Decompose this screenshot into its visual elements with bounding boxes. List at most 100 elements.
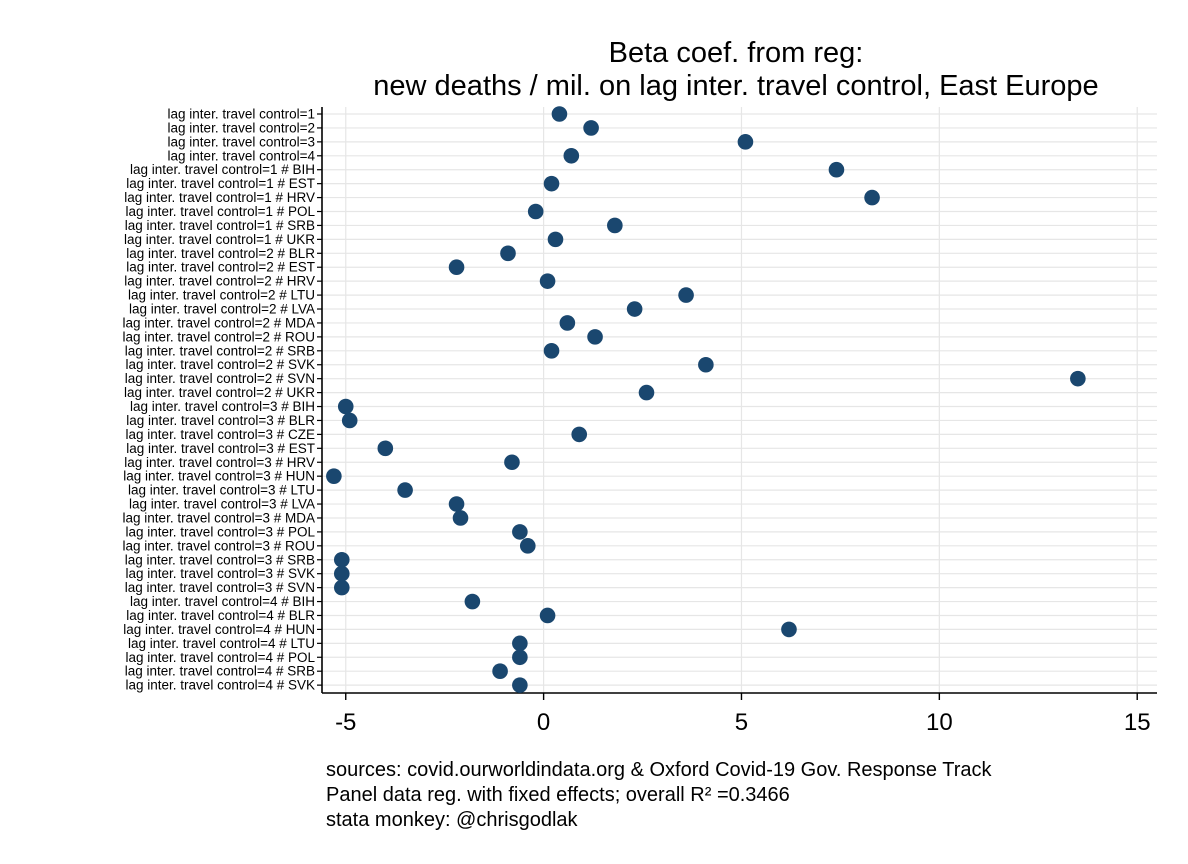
data-point <box>828 161 845 178</box>
data-point <box>492 663 508 679</box>
data-point <box>464 593 481 610</box>
y-tick-label: lag inter. travel control=3 # LVA <box>129 497 315 512</box>
y-tick-label: lag inter. travel control=4 # POL <box>126 650 316 665</box>
data-point <box>543 175 560 192</box>
y-tick-label: lag inter. travel control=3 # BLR <box>126 413 315 428</box>
x-tick-label: 15 <box>1124 709 1151 736</box>
gridlines <box>322 107 1157 693</box>
data-point <box>638 384 655 401</box>
y-tick-label: lag inter. travel control=3 # HUN <box>123 469 315 484</box>
data-point <box>448 496 465 512</box>
y-tick-label: lag inter. travel control=4 # BLR <box>126 608 315 623</box>
data-point <box>326 468 342 484</box>
y-tick-label: lag inter. travel control=2 # LTU <box>128 288 315 303</box>
data-point <box>547 231 564 248</box>
y-tick-label: lag inter. travel control=1 # HRV <box>124 190 315 205</box>
data-point <box>512 635 528 652</box>
y-tick-label: lag inter. travel control=3 # CZE <box>126 427 315 442</box>
y-tick-label: lag inter. travel control=3 # MDA <box>123 510 315 525</box>
y-tick-label: lag inter. travel control=2 # HRV <box>124 274 315 289</box>
data-point <box>512 649 528 666</box>
data-point <box>519 538 536 554</box>
y-tick-label: lag inter. travel control=2 # SVK <box>126 357 315 372</box>
data-point <box>527 203 544 220</box>
data-point <box>397 482 413 498</box>
y-tick-label: lag inter. travel control=3 # EST <box>126 441 315 456</box>
data-point <box>337 398 354 415</box>
y-tick-label: lag inter. travel control=3 <box>168 134 315 149</box>
data-point <box>377 440 394 457</box>
chart-title: Beta coef. from reg: <box>609 37 864 69</box>
note-sources: sources: covid.ourworldindata.org & Oxfo… <box>326 759 992 781</box>
data-point <box>607 217 623 234</box>
y-tick-label: lag inter. travel control=4 # HUN <box>123 622 315 637</box>
y-tick-label: lag inter. travel control=3 # LTU <box>128 483 315 498</box>
data-point <box>333 565 350 582</box>
data-point <box>781 621 797 638</box>
y-tick-label: lag inter. travel control=1 # UKR <box>124 232 315 247</box>
data-point <box>452 510 469 526</box>
x-tick-label: 10 <box>926 709 953 736</box>
y-tick-label: lag inter. travel control=4 # LTU <box>128 636 315 651</box>
y-tick-label: lag inter. travel control=3 # BIH <box>130 399 315 414</box>
y-tick-label: lag inter. travel control=3 # ROU <box>123 538 315 553</box>
data-point <box>341 412 358 429</box>
y-tick-label: lag inter. travel control=1 <box>168 107 315 122</box>
data-point <box>551 106 568 122</box>
data-point <box>539 607 556 624</box>
y-tick-label: lag inter. travel control=1 # BIH <box>130 162 315 177</box>
y-tick-label: lag inter. travel control=2 # EST <box>126 260 315 275</box>
y-tick-label: lag inter. travel control=3 # SVK <box>126 566 315 581</box>
data-point <box>678 287 694 303</box>
y-tick-label: lag inter. travel control=4 # SVK <box>126 678 315 693</box>
data-point <box>571 426 588 443</box>
data-point <box>543 343 560 359</box>
y-tick-label: lag inter. travel control=4 # BIH <box>130 594 315 609</box>
data-point <box>583 120 599 136</box>
y-tick-label: lag inter. travel control=2 # SVN <box>125 371 315 386</box>
axes <box>317 107 1157 700</box>
data-point <box>333 579 350 596</box>
data-point <box>504 454 520 471</box>
data-point <box>512 524 528 540</box>
y-tick-label: lag inter. travel control=4 # SRB <box>125 664 315 679</box>
y-tick-label: lag inter. travel control=3 # POL <box>126 524 316 539</box>
data-point <box>539 273 556 289</box>
x-tick-label: -5 <box>335 709 356 736</box>
data-point <box>333 551 350 568</box>
y-tick-label: lag inter. travel control=2 # ROU <box>123 329 315 344</box>
data-point <box>512 677 528 693</box>
y-tick-label: lag inter. travel control=4 <box>168 148 316 163</box>
data-point <box>698 356 714 373</box>
data-point <box>864 189 880 206</box>
y-tick-label: lag inter. travel control=2 # MDA <box>123 315 315 330</box>
note-regression: Panel data reg. with fixed effects; over… <box>326 784 790 806</box>
data-point <box>448 259 465 276</box>
data-points <box>326 106 1086 693</box>
y-tick-label: lag inter. travel control=2 # BLR <box>126 246 315 261</box>
data-point <box>587 329 603 345</box>
y-tick-label: lag inter. travel control=2 <box>168 120 315 135</box>
data-point <box>1070 370 1086 387</box>
y-tick-label: lag inter. travel control=1 # EST <box>126 176 315 191</box>
x-tick-label: 5 <box>735 709 748 736</box>
y-tick-label: lag inter. travel control=3 # SRB <box>125 552 315 567</box>
y-tick-label: lag inter. travel control=2 # UKR <box>124 385 315 400</box>
data-point <box>563 147 580 164</box>
y-tick-label: lag inter. travel control=2 # LVA <box>129 302 315 317</box>
note-author: stata monkey: @chrisgodlak <box>326 809 579 831</box>
data-point <box>626 301 643 317</box>
data-point <box>737 134 754 150</box>
data-point <box>559 315 576 331</box>
y-tick-label: lag inter. travel control=1 # SRB <box>125 218 315 233</box>
y-tick-label: lag inter. travel control=1 # POL <box>126 204 316 219</box>
x-tick-label: 0 <box>537 709 550 736</box>
y-tick-label: lag inter. travel control=3 # HRV <box>124 455 315 470</box>
x-tick-labels: -5 0 5 10 15 <box>335 709 1150 736</box>
y-tick-label: lag inter. travel control=2 # SRB <box>125 343 315 358</box>
y-tick-label: lag inter. travel control=3 # SVN <box>125 580 315 595</box>
data-point <box>500 245 516 262</box>
chart-subtitle: new deaths / mil. on lag inter. travel c… <box>373 70 1098 102</box>
